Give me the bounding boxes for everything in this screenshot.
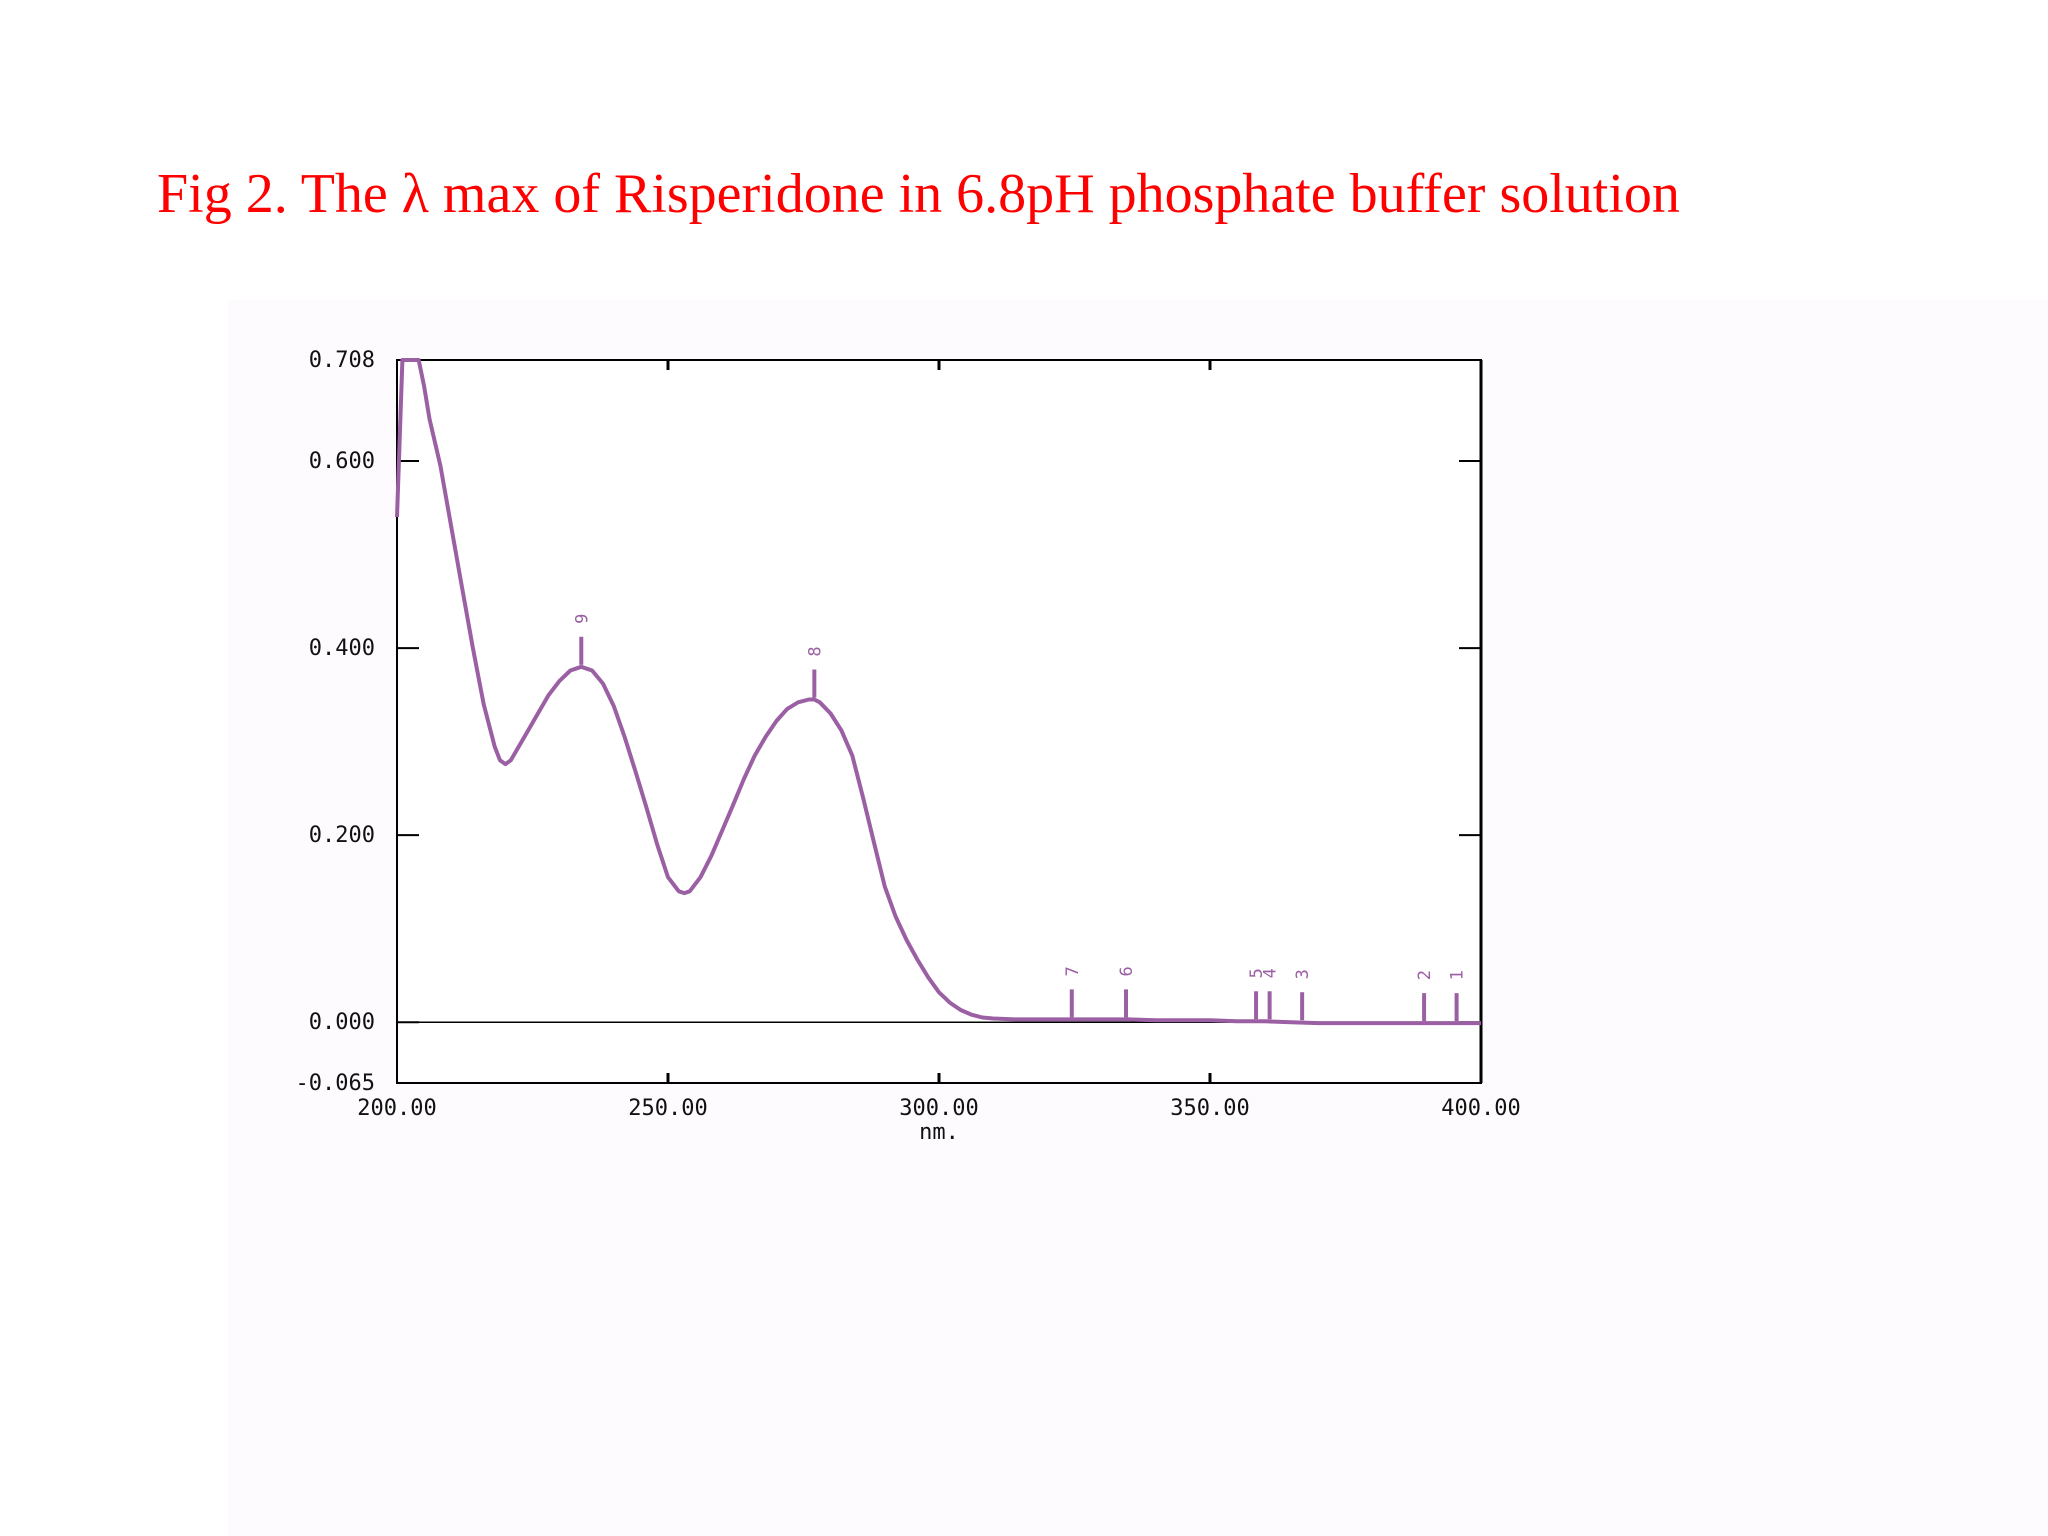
peak-markers-group: 9 8 7 6 54 3 2 1 <box>572 614 1468 1022</box>
spectrum-line <box>395 358 1481 1026</box>
plot-frame <box>396 359 1482 1084</box>
x-tick-label: 400.00 <box>1441 1096 1520 1121</box>
x-tick-label: 250.00 <box>628 1096 707 1121</box>
peak-marker: 9 <box>572 614 592 665</box>
y-tick-label: 0.600 <box>309 449 375 474</box>
y-tick-label: 0.400 <box>309 636 375 661</box>
peak-marker-label: 2 <box>1415 970 1435 980</box>
y-tick-label: -0.065 <box>296 1071 375 1096</box>
x-tick-label: 350.00 <box>1170 1096 1249 1121</box>
y-tick-label: 0.708 <box>309 348 375 373</box>
peak-marker-label: 6 <box>1117 966 1137 976</box>
x-axis-label: nm. <box>919 1120 959 1145</box>
spectrum-trace-group <box>395 358 1481 1026</box>
peak-marker-label: 9 <box>572 614 592 624</box>
absorbance-spectrum-chart: 9 8 7 6 54 3 2 1 -0.065 0.000 0.200 0.400 0.600 0.70… <box>296 348 1521 1145</box>
peak-marker-label: 3 <box>1293 969 1313 979</box>
chart-axes <box>396 359 1483 1084</box>
peak-marker-label: 7 <box>1063 966 1083 976</box>
peak-marker: 7 <box>1063 966 1083 1018</box>
peak-marker-label: 8 <box>805 646 825 656</box>
peak-marker-label: 4 <box>1261 968 1281 978</box>
tick-labels-group: -0.065 0.000 0.200 0.400 0.600 0.708 200.00 250… <box>296 348 1521 1145</box>
x-tick-label: 200.00 <box>357 1096 436 1121</box>
peak-marker: 1 <box>1448 970 1468 1022</box>
peak-marker: 2 <box>1415 970 1435 1022</box>
peak-marker: 8 <box>805 646 825 698</box>
y-tick-label: 0.000 <box>309 1010 375 1035</box>
peak-marker: 4 <box>1261 968 1281 1020</box>
slide-title: Fig 2. The λ max of Risperidone in 6.8pH… <box>157 163 1680 225</box>
x-tick-label: 300.00 <box>899 1096 978 1121</box>
peak-marker-label: 1 <box>1448 970 1468 980</box>
peak-marker: 5 <box>1247 968 1267 1020</box>
peak-marker: 3 <box>1293 969 1313 1021</box>
peak-marker: 6 <box>1117 966 1137 1018</box>
peak-marker-label: 5 <box>1247 968 1267 978</box>
y-tick-label: 0.200 <box>309 823 375 848</box>
